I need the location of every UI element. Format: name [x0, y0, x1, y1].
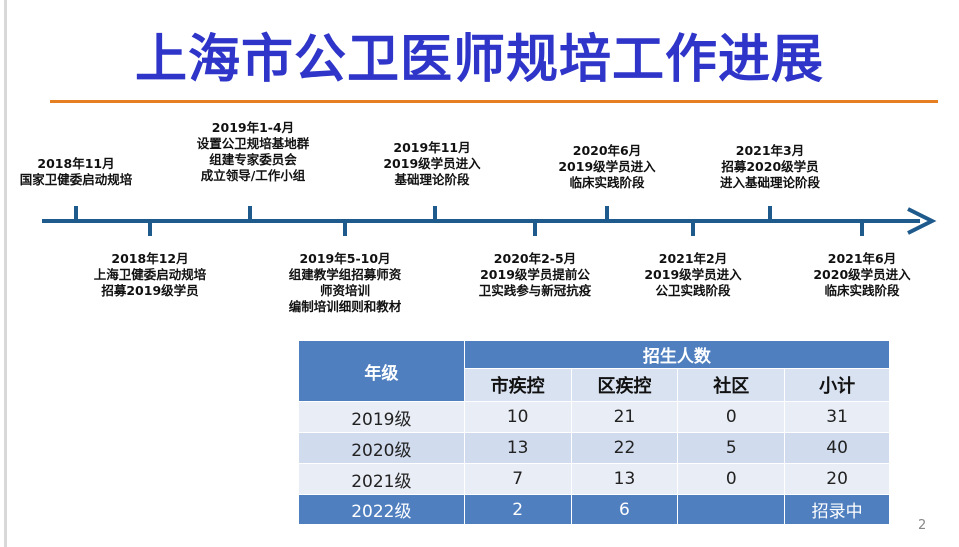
table-cell: 21 — [570, 401, 679, 433]
event-text: 2020级学员进入 — [813, 267, 911, 282]
table-cell: 40 — [784, 432, 890, 464]
table-cell — [677, 494, 786, 525]
event-text: 公卫实践阶段 — [655, 283, 731, 298]
table-cell: 10 — [463, 401, 572, 433]
timeline-event-2019-1-4: 2019年1-4月 设置公卫规培基地群 组建专家委员会 成立领导/工作小组 — [197, 120, 310, 184]
timeline-event-2021-2: 2021年2月 2019级学员进入 公卫实践阶段 — [644, 251, 741, 299]
page-title: 上海市公卫医师规培工作进展 — [134, 30, 824, 90]
event-date: 2021年3月 — [735, 143, 805, 158]
table-row: 2021级 7 13 0 20 — [298, 463, 890, 495]
event-text: 组建专家委员会 — [209, 152, 297, 167]
event-text: 2019级学员进入 — [558, 159, 656, 174]
timeline-event-2018-11: 2018年11月 国家卫健委启动规培 — [20, 156, 133, 188]
timeline-event-2019-11: 2019年11月 2019级学员进入 基础理论阶段 — [383, 140, 480, 188]
event-text: 2019级学员进入 — [644, 267, 742, 282]
event-text: 上海卫健委启动规培 — [93, 267, 207, 282]
event-date: 2019年11月 — [393, 140, 471, 155]
event-date: 2021年2月 — [658, 251, 728, 266]
table-cell: 2 — [463, 494, 572, 525]
grade-cell: 2021级 — [298, 463, 465, 495]
table-cell: 7 — [463, 463, 572, 495]
grade-cell: 2022级 — [298, 494, 465, 525]
table-cell: 0 — [677, 463, 786, 495]
event-date: 2018年11月 — [37, 156, 115, 171]
event-text: 2019级学员提前公 — [480, 267, 590, 282]
timeline-event-2021-6: 2021年6月 2020级学员进入 临床实践阶段 — [813, 251, 910, 299]
table-cell: 13 — [463, 432, 572, 464]
page-number: 2 — [918, 518, 927, 533]
column-header: 市疾控 — [463, 368, 572, 402]
event-text: 编制培训细则和教材 — [288, 299, 402, 314]
event-text: 基础理论阶段 — [394, 172, 470, 187]
enrollment-table: 年级 招生人数 市疾控 区疾控 社区 小计 2019级 10 21 0 31 2… — [298, 340, 891, 525]
table-cell: 31 — [784, 401, 890, 433]
timeline-event-2018-12: 2018年12月 上海卫健委启动规培 招募2019级学员 — [94, 251, 207, 299]
event-date: 2019年5-10月 — [299, 251, 391, 266]
event-date: 2019年1-4月 — [211, 120, 295, 135]
timeline-event-2021-3: 2021年3月 招募2020级学员 进入基础理论阶段 — [720, 143, 820, 191]
event-text: 成立领导/工作小组 — [200, 168, 306, 183]
event-text: 设置公卫规培基地群 — [196, 136, 310, 151]
timeline-event-2019-5-10: 2019年5-10月 组建教学组招募师资 师资培训 编制培训细则和教材 — [289, 251, 402, 315]
table-row: 2022级 2 6 招录中 — [298, 494, 890, 525]
grade-header: 年级 — [298, 340, 465, 402]
column-header: 社区 — [677, 368, 786, 402]
event-date: 2018年12月 — [111, 251, 189, 266]
event-date: 2020年6月 — [572, 143, 642, 158]
title-underline — [50, 100, 938, 103]
event-text: 国家卫健委启动规培 — [19, 172, 133, 187]
table-cell: 20 — [784, 463, 890, 495]
event-date: 2020年2-5月 — [493, 251, 577, 266]
table-row: 2019级 10 21 0 31 — [298, 401, 890, 433]
event-date: 2021年6月 — [827, 251, 897, 266]
event-text: 师资培训 — [319, 283, 371, 298]
grade-cell: 2020级 — [298, 432, 465, 464]
table-cell: 招录中 — [784, 494, 890, 525]
table-cell: 22 — [570, 432, 679, 464]
event-text: 招募2019级学员 — [101, 283, 199, 298]
table-cell: 0 — [677, 401, 786, 433]
timeline-arrow-icon — [907, 207, 937, 235]
column-header: 小计 — [784, 368, 890, 402]
left-edge-rule — [4, 0, 7, 547]
table-cell: 5 — [677, 432, 786, 464]
table-cell: 6 — [570, 494, 679, 525]
event-text: 招募2020级学员 — [721, 159, 819, 174]
table-cell: 13 — [570, 463, 679, 495]
timeline-event-2020-6: 2020年6月 2019级学员进入 临床实践阶段 — [558, 143, 655, 191]
event-text: 临床实践阶段 — [569, 175, 645, 190]
table-row: 2020级 13 22 5 40 — [298, 432, 890, 464]
grade-cell: 2019级 — [298, 401, 465, 433]
timeline-event-2020-2-5: 2020年2-5月 2019级学员提前公 卫实践参与新冠抗疫 — [479, 251, 592, 299]
enroll-header: 招生人数 — [463, 340, 891, 369]
event-text: 组建教学组招募师资 — [288, 267, 402, 282]
column-header: 区疾控 — [570, 368, 679, 402]
event-text: 卫实践参与新冠抗疫 — [478, 283, 592, 298]
event-text: 临床实践阶段 — [824, 283, 900, 298]
event-text: 进入基础理论阶段 — [719, 175, 821, 190]
event-text: 2019级学员进入 — [383, 156, 481, 171]
